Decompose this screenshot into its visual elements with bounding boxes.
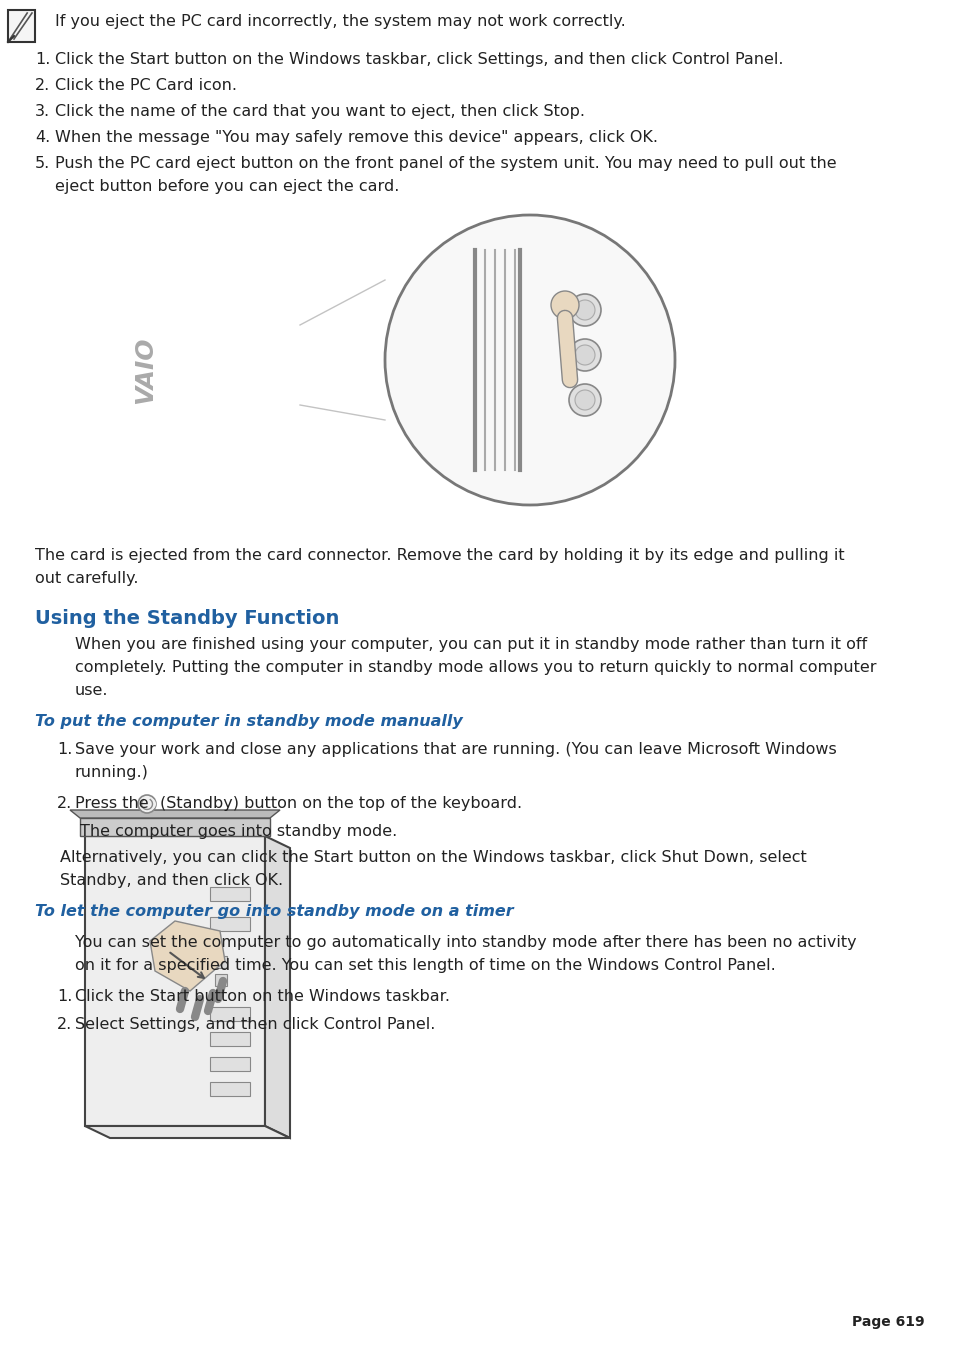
Text: When the message "You may safely remove this device" appears, click OK.: When the message "You may safely remove … [55, 130, 658, 145]
Text: 3.: 3. [35, 104, 51, 119]
Text: The computer goes into standby mode.: The computer goes into standby mode. [80, 824, 396, 839]
Polygon shape [85, 836, 265, 1125]
Text: Click the name of the card that you want to eject, then click Stop.: Click the name of the card that you want… [55, 104, 584, 119]
Text: 1.: 1. [57, 742, 72, 757]
Text: 1.: 1. [35, 51, 51, 68]
Text: use.: use. [75, 684, 109, 698]
Text: Click the Start button on the Windows taskbar.: Click the Start button on the Windows ta… [75, 989, 450, 1004]
Text: completely. Putting the computer in standby mode allows you to return quickly to: completely. Putting the computer in stan… [75, 661, 876, 676]
Circle shape [575, 300, 595, 320]
Text: Press the: Press the [75, 796, 149, 811]
Circle shape [385, 215, 675, 505]
Circle shape [575, 390, 595, 409]
Text: out carefully.: out carefully. [35, 571, 138, 586]
Text: If you eject the PC card incorrectly, the system may not work correctly.: If you eject the PC card incorrectly, th… [55, 14, 625, 28]
Circle shape [568, 295, 600, 326]
Text: Click the Start button on the Windows taskbar, click Settings, and then click Co: Click the Start button on the Windows ta… [55, 51, 782, 68]
Circle shape [575, 345, 595, 365]
Text: (Standby) button on the top of the keyboard.: (Standby) button on the top of the keybo… [160, 796, 521, 811]
Circle shape [551, 290, 578, 319]
Text: 2.: 2. [35, 78, 51, 93]
Circle shape [568, 384, 600, 416]
FancyBboxPatch shape [210, 1082, 250, 1096]
Text: Using the Standby Function: Using the Standby Function [35, 609, 339, 628]
FancyBboxPatch shape [210, 888, 250, 901]
Text: eject button before you can eject the card.: eject button before you can eject the ca… [55, 178, 399, 195]
Text: To put the computer in standby mode manually: To put the computer in standby mode manu… [35, 713, 462, 730]
FancyBboxPatch shape [210, 1032, 250, 1046]
Text: on it for a specified time. You can set this length of time on the Windows Contr: on it for a specified time. You can set … [75, 958, 775, 973]
Text: VAIO: VAIO [132, 336, 157, 404]
Text: Standby, and then click OK.: Standby, and then click OK. [60, 873, 283, 888]
Polygon shape [80, 817, 270, 836]
FancyBboxPatch shape [214, 974, 227, 986]
Text: 2.: 2. [57, 1017, 72, 1032]
Text: 1.: 1. [57, 989, 72, 1004]
Polygon shape [265, 836, 290, 1138]
FancyBboxPatch shape [210, 917, 250, 931]
Text: Click the PC Card icon.: Click the PC Card icon. [55, 78, 236, 93]
Text: running.): running.) [75, 765, 149, 780]
Text: 5.: 5. [35, 155, 51, 172]
Circle shape [138, 794, 156, 813]
Circle shape [144, 798, 156, 811]
Text: Alternatively, you can click the Start button on the Windows taskbar, click Shut: Alternatively, you can click the Start b… [60, 850, 806, 865]
Text: Page 619: Page 619 [851, 1315, 924, 1329]
Text: Select Settings, and then click Control Panel.: Select Settings, and then click Control … [75, 1017, 435, 1032]
Text: When you are finished using your computer, you can put it in standby mode rather: When you are finished using your compute… [75, 638, 866, 653]
Circle shape [568, 339, 600, 372]
FancyBboxPatch shape [210, 1056, 250, 1071]
Text: 4.: 4. [35, 130, 51, 145]
Text: The card is ejected from the card connector. Remove the card by holding it by it: The card is ejected from the card connec… [35, 549, 843, 563]
Text: Push the PC card eject button on the front panel of the system unit. You may nee: Push the PC card eject button on the fro… [55, 155, 836, 172]
FancyBboxPatch shape [210, 1006, 250, 1021]
Polygon shape [70, 811, 280, 817]
Polygon shape [150, 921, 225, 992]
FancyBboxPatch shape [214, 957, 227, 969]
Polygon shape [85, 1125, 290, 1138]
FancyBboxPatch shape [8, 9, 35, 42]
Text: Save your work and close any applications that are running. (You can leave Micro: Save your work and close any application… [75, 742, 836, 757]
Text: You can set the computer to go automatically into standby mode after there has b: You can set the computer to go automatic… [75, 935, 856, 950]
Text: To let the computer go into standby mode on a timer: To let the computer go into standby mode… [35, 904, 513, 919]
Text: 2.: 2. [57, 796, 72, 811]
